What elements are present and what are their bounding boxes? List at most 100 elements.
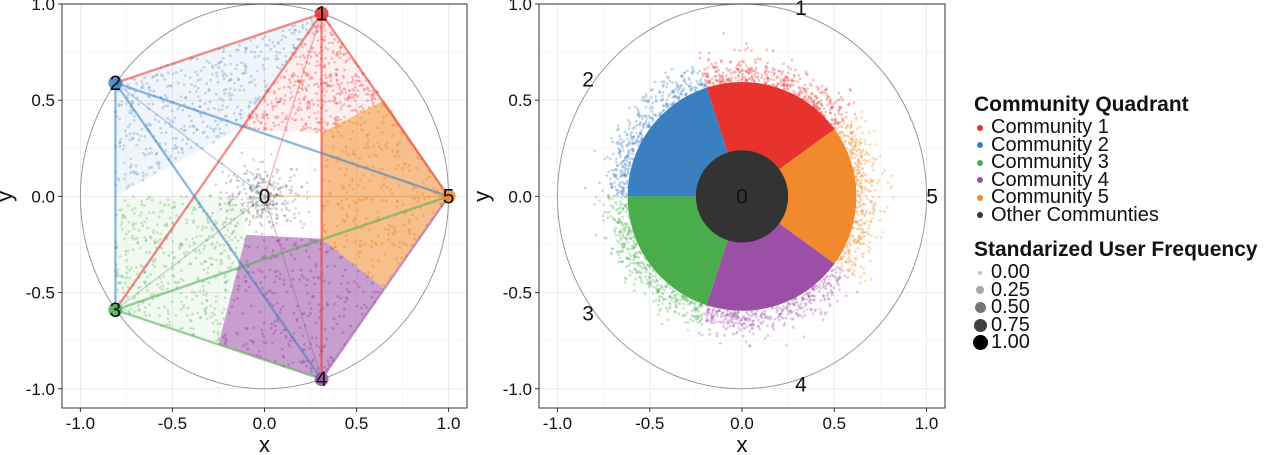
data-point — [731, 314, 735, 317]
data-point — [387, 237, 390, 241]
data-point — [751, 312, 755, 316]
data-point — [795, 308, 799, 312]
data-point — [190, 312, 194, 316]
data-point — [807, 295, 811, 298]
data-point — [763, 313, 767, 316]
data-point — [729, 71, 733, 75]
data-point — [225, 217, 228, 220]
data-point — [134, 265, 138, 269]
data-point — [637, 115, 641, 119]
data-point — [137, 307, 141, 311]
data-point — [136, 172, 140, 176]
data-point — [143, 236, 147, 240]
legend-size-item: 0.25 — [970, 280, 1275, 300]
data-point — [334, 101, 338, 105]
data-point — [639, 278, 643, 282]
data-point — [867, 249, 871, 253]
data-point — [261, 63, 265, 67]
data-point — [215, 241, 219, 244]
data-point — [211, 235, 215, 239]
data-point — [123, 216, 127, 220]
data-point — [415, 166, 419, 170]
vertex-label: 5 — [443, 185, 455, 208]
data-point — [402, 223, 406, 227]
data-point — [247, 104, 251, 108]
data-point — [615, 193, 619, 196]
data-point — [865, 230, 869, 234]
data-point — [598, 181, 601, 185]
data-point — [274, 275, 278, 278]
data-point — [200, 146, 204, 150]
data-point — [781, 304, 785, 308]
data-point — [789, 311, 793, 315]
data-point — [177, 105, 181, 109]
data-point — [341, 186, 344, 190]
data-point — [853, 168, 856, 172]
data-point — [622, 159, 626, 163]
data-point — [334, 245, 337, 249]
data-point — [367, 271, 371, 274]
data-point — [236, 288, 240, 292]
data-point — [615, 188, 619, 192]
data-point — [671, 90, 675, 94]
data-point — [811, 286, 815, 290]
data-point — [717, 79, 721, 83]
data-point — [128, 123, 132, 126]
data-point — [859, 141, 863, 145]
data-point — [617, 211, 621, 214]
data-point — [799, 91, 803, 94]
data-point — [743, 318, 747, 322]
data-point — [722, 32, 726, 35]
data-point — [240, 202, 243, 206]
data-point — [177, 281, 181, 284]
data-point — [339, 101, 342, 104]
data-point — [700, 82, 704, 85]
data-point — [701, 72, 704, 76]
data-point — [371, 103, 375, 107]
data-point — [737, 79, 740, 82]
data-point — [607, 197, 611, 201]
data-point — [224, 87, 228, 91]
data-point — [357, 75, 361, 79]
data-point — [254, 202, 258, 206]
data-point — [349, 324, 353, 328]
data-point — [625, 180, 629, 184]
data-point — [222, 317, 226, 321]
data-point — [786, 312, 790, 316]
data-point — [634, 244, 638, 248]
data-point — [307, 100, 311, 104]
data-point — [696, 317, 700, 321]
data-point — [872, 158, 876, 162]
data-point — [607, 195, 611, 199]
data-point — [140, 203, 144, 207]
data-point — [332, 122, 336, 126]
data-point — [725, 312, 729, 316]
data-point — [314, 53, 318, 57]
data-point — [121, 214, 125, 218]
data-point — [856, 210, 860, 213]
data-point — [781, 309, 785, 313]
data-point — [612, 172, 616, 176]
data-point — [251, 205, 255, 208]
data-point — [322, 229, 326, 233]
data-point — [354, 73, 358, 77]
data-point — [824, 311, 828, 314]
data-point — [627, 230, 631, 234]
data-point — [234, 67, 238, 71]
data-point — [855, 177, 859, 181]
data-point — [130, 112, 134, 115]
x-tick-label: -1.0 — [66, 414, 95, 433]
data-point — [733, 310, 737, 314]
data-point — [118, 117, 122, 121]
data-point — [325, 158, 329, 162]
data-point — [331, 247, 334, 251]
data-point — [235, 179, 239, 182]
data-point — [271, 235, 274, 238]
data-point — [367, 93, 371, 96]
data-point — [627, 167, 631, 171]
data-point — [676, 86, 680, 89]
data-point — [129, 157, 133, 161]
data-point — [202, 65, 206, 69]
data-point — [878, 209, 882, 213]
data-point — [759, 57, 762, 61]
